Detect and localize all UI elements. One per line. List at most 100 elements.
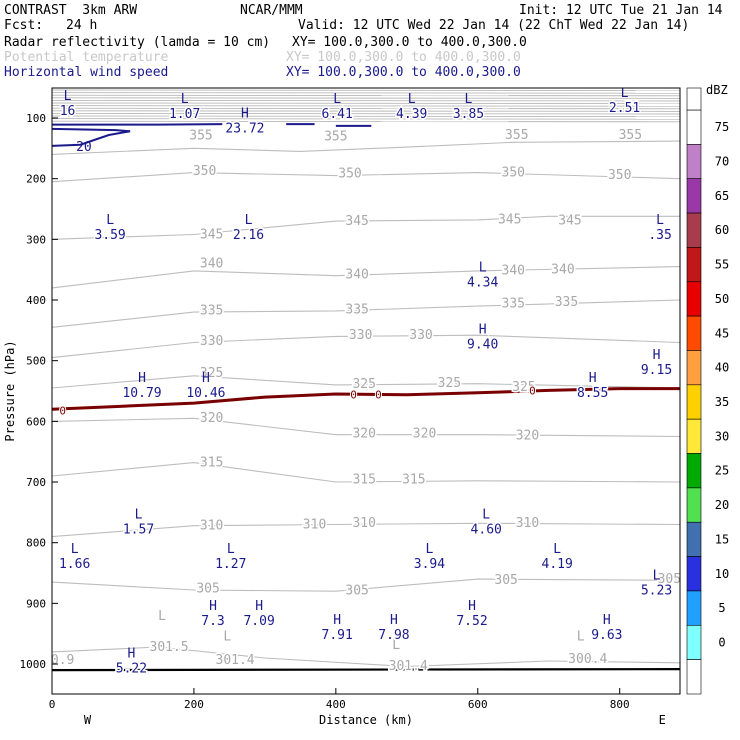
theta-label: 350 bbox=[338, 167, 361, 182]
theta-label: 325 bbox=[438, 376, 461, 391]
colorbar-level-label: 45 bbox=[715, 326, 729, 340]
wind-extremum-value: 8.55 bbox=[577, 386, 608, 401]
field-theta-xy: XY= 100.0,300.0 to 400.0,300.0 bbox=[286, 50, 521, 65]
wind-extremum-value: 7.91 bbox=[322, 628, 353, 643]
theta-contour-line bbox=[52, 334, 680, 359]
y-tick-label: 400 bbox=[26, 294, 46, 307]
colorbar-swatch bbox=[686, 384, 702, 420]
theta-contour-line bbox=[52, 172, 680, 183]
valid-time: Valid: 12 UTC Wed 22 Jan 14 (22 ChT Wed … bbox=[298, 18, 690, 33]
reflectivity-label: 0 bbox=[350, 389, 357, 402]
theta-label: 350 bbox=[608, 168, 631, 183]
wind-extremum-value: 9.15 bbox=[641, 363, 672, 378]
wind-extremum-value: 4.34 bbox=[467, 276, 498, 291]
theta-label: 355 bbox=[189, 128, 212, 143]
wind-contour-line bbox=[52, 127, 131, 147]
wind-extremum-marker: H bbox=[603, 613, 611, 628]
theta-label: 320 bbox=[413, 426, 436, 441]
wind-extremum-marker: H bbox=[202, 371, 210, 386]
theta-label: 355 bbox=[619, 128, 642, 143]
theta-contour-line bbox=[52, 102, 680, 105]
theta-label: 305 bbox=[345, 583, 368, 598]
wind-extremum-marker: L bbox=[64, 89, 72, 104]
y-tick-label: 1000 bbox=[20, 658, 47, 671]
forecast-value: 24 h bbox=[66, 18, 98, 33]
theta-label: 335 bbox=[345, 303, 368, 318]
theta-label: 310 bbox=[303, 517, 326, 532]
wind-extremum-value: 1.27 bbox=[215, 557, 246, 572]
wind-extremum-marker: H bbox=[127, 646, 135, 661]
wind-extremum-marker: H bbox=[390, 613, 398, 628]
wind-contour-line bbox=[52, 123, 223, 126]
x-tick-label: 800 bbox=[610, 698, 630, 711]
theta-label: 315 bbox=[352, 472, 375, 487]
wind-extremum-marker: L bbox=[333, 92, 341, 107]
theta-contour-line bbox=[52, 115, 680, 118]
y-tick-label: 500 bbox=[26, 355, 46, 368]
colorbar-swatch bbox=[686, 247, 702, 283]
reflectivity-label: 0 bbox=[375, 389, 382, 402]
colorbar-swatch bbox=[686, 315, 702, 351]
wind-extremum-marker: L bbox=[135, 507, 143, 522]
theta-label: 301.4 bbox=[389, 659, 428, 674]
wind-extremum-marker: L bbox=[656, 213, 664, 228]
wind-extremum-marker: L bbox=[71, 542, 79, 557]
colorbar-level-label: 55 bbox=[715, 258, 729, 272]
wind-extremum-value: 7.3 bbox=[201, 614, 224, 629]
wind-extremum-marker: H bbox=[653, 348, 661, 363]
wind-extremum-marker: H bbox=[468, 599, 476, 614]
y-tick-label: 300 bbox=[26, 233, 46, 246]
theta-extremum-marker: L bbox=[577, 630, 585, 645]
colorbar-level-label: 35 bbox=[715, 395, 729, 409]
wind-extremum-value: 10.79 bbox=[122, 386, 161, 401]
colorbar-title: dBZ bbox=[706, 83, 728, 97]
x-axis-title: Distance (km) bbox=[319, 713, 413, 727]
wind-extremum-value: 5.22 bbox=[116, 661, 147, 676]
theta-contour-line bbox=[52, 94, 680, 97]
reflectivity-label: 0 bbox=[529, 384, 536, 397]
wind-extremum-value: 10.46 bbox=[186, 386, 225, 401]
x-west-label: W bbox=[84, 713, 92, 727]
colorbar-swatch bbox=[686, 418, 702, 454]
y-tick-label: 100 bbox=[26, 112, 46, 125]
y-axis-title: Pressure (hPa) bbox=[3, 340, 17, 441]
wind-extremum-value: 9.40 bbox=[467, 337, 498, 352]
wind-extremum-value: 1.07 bbox=[169, 107, 200, 122]
theta-label: 315 bbox=[200, 455, 223, 470]
wind-extremum-marker: H bbox=[241, 106, 249, 121]
theta-contour-line bbox=[52, 92, 680, 94]
wind-extremum-marker: L bbox=[653, 569, 661, 584]
theta-label: 300.4 bbox=[568, 652, 607, 667]
theta-label: 355 bbox=[505, 128, 528, 143]
wind-extremum-marker: H bbox=[333, 613, 341, 628]
colorbar-level-label: 10 bbox=[715, 567, 729, 581]
colorbar-swatch bbox=[686, 281, 702, 317]
colorbar-swatch bbox=[686, 144, 702, 180]
x-tick-label: 600 bbox=[468, 698, 488, 711]
theta-label: 310 bbox=[516, 516, 539, 531]
theta-label: 325 bbox=[352, 377, 375, 392]
theta-label: 340 bbox=[502, 264, 525, 279]
theta-contour-line bbox=[52, 375, 680, 389]
colorbar-level-label: 70 bbox=[715, 155, 729, 169]
wind-extremum-marker: L bbox=[106, 213, 114, 228]
wind-extremum-marker: L bbox=[426, 542, 434, 557]
wind-contour-label: 20 bbox=[76, 140, 92, 155]
colorbar-level-label: 15 bbox=[715, 532, 729, 546]
plot-frame bbox=[51, 87, 681, 695]
wind-extremum-value: 16 bbox=[60, 104, 76, 119]
theta-label: 320 bbox=[200, 411, 223, 426]
theta-contour-line bbox=[52, 646, 680, 668]
colorbar-level-label: 50 bbox=[715, 292, 729, 306]
field-theta-label: Potential temperature bbox=[4, 50, 169, 65]
theta-label: 345 bbox=[345, 214, 368, 229]
wind-extremum-value: 1.66 bbox=[59, 557, 90, 572]
theta-contour-line bbox=[52, 266, 680, 289]
wind-extremum-marker: L bbox=[227, 542, 235, 557]
init-time: Init: 12 UTC Tue 21 Jan 14 bbox=[519, 3, 723, 18]
wind-extremum-value: 6.41 bbox=[322, 107, 353, 122]
wind-extremum-value: 3.59 bbox=[94, 228, 125, 243]
wind-extremum-marker: L bbox=[181, 92, 189, 107]
y-tick-label: 800 bbox=[26, 537, 46, 550]
